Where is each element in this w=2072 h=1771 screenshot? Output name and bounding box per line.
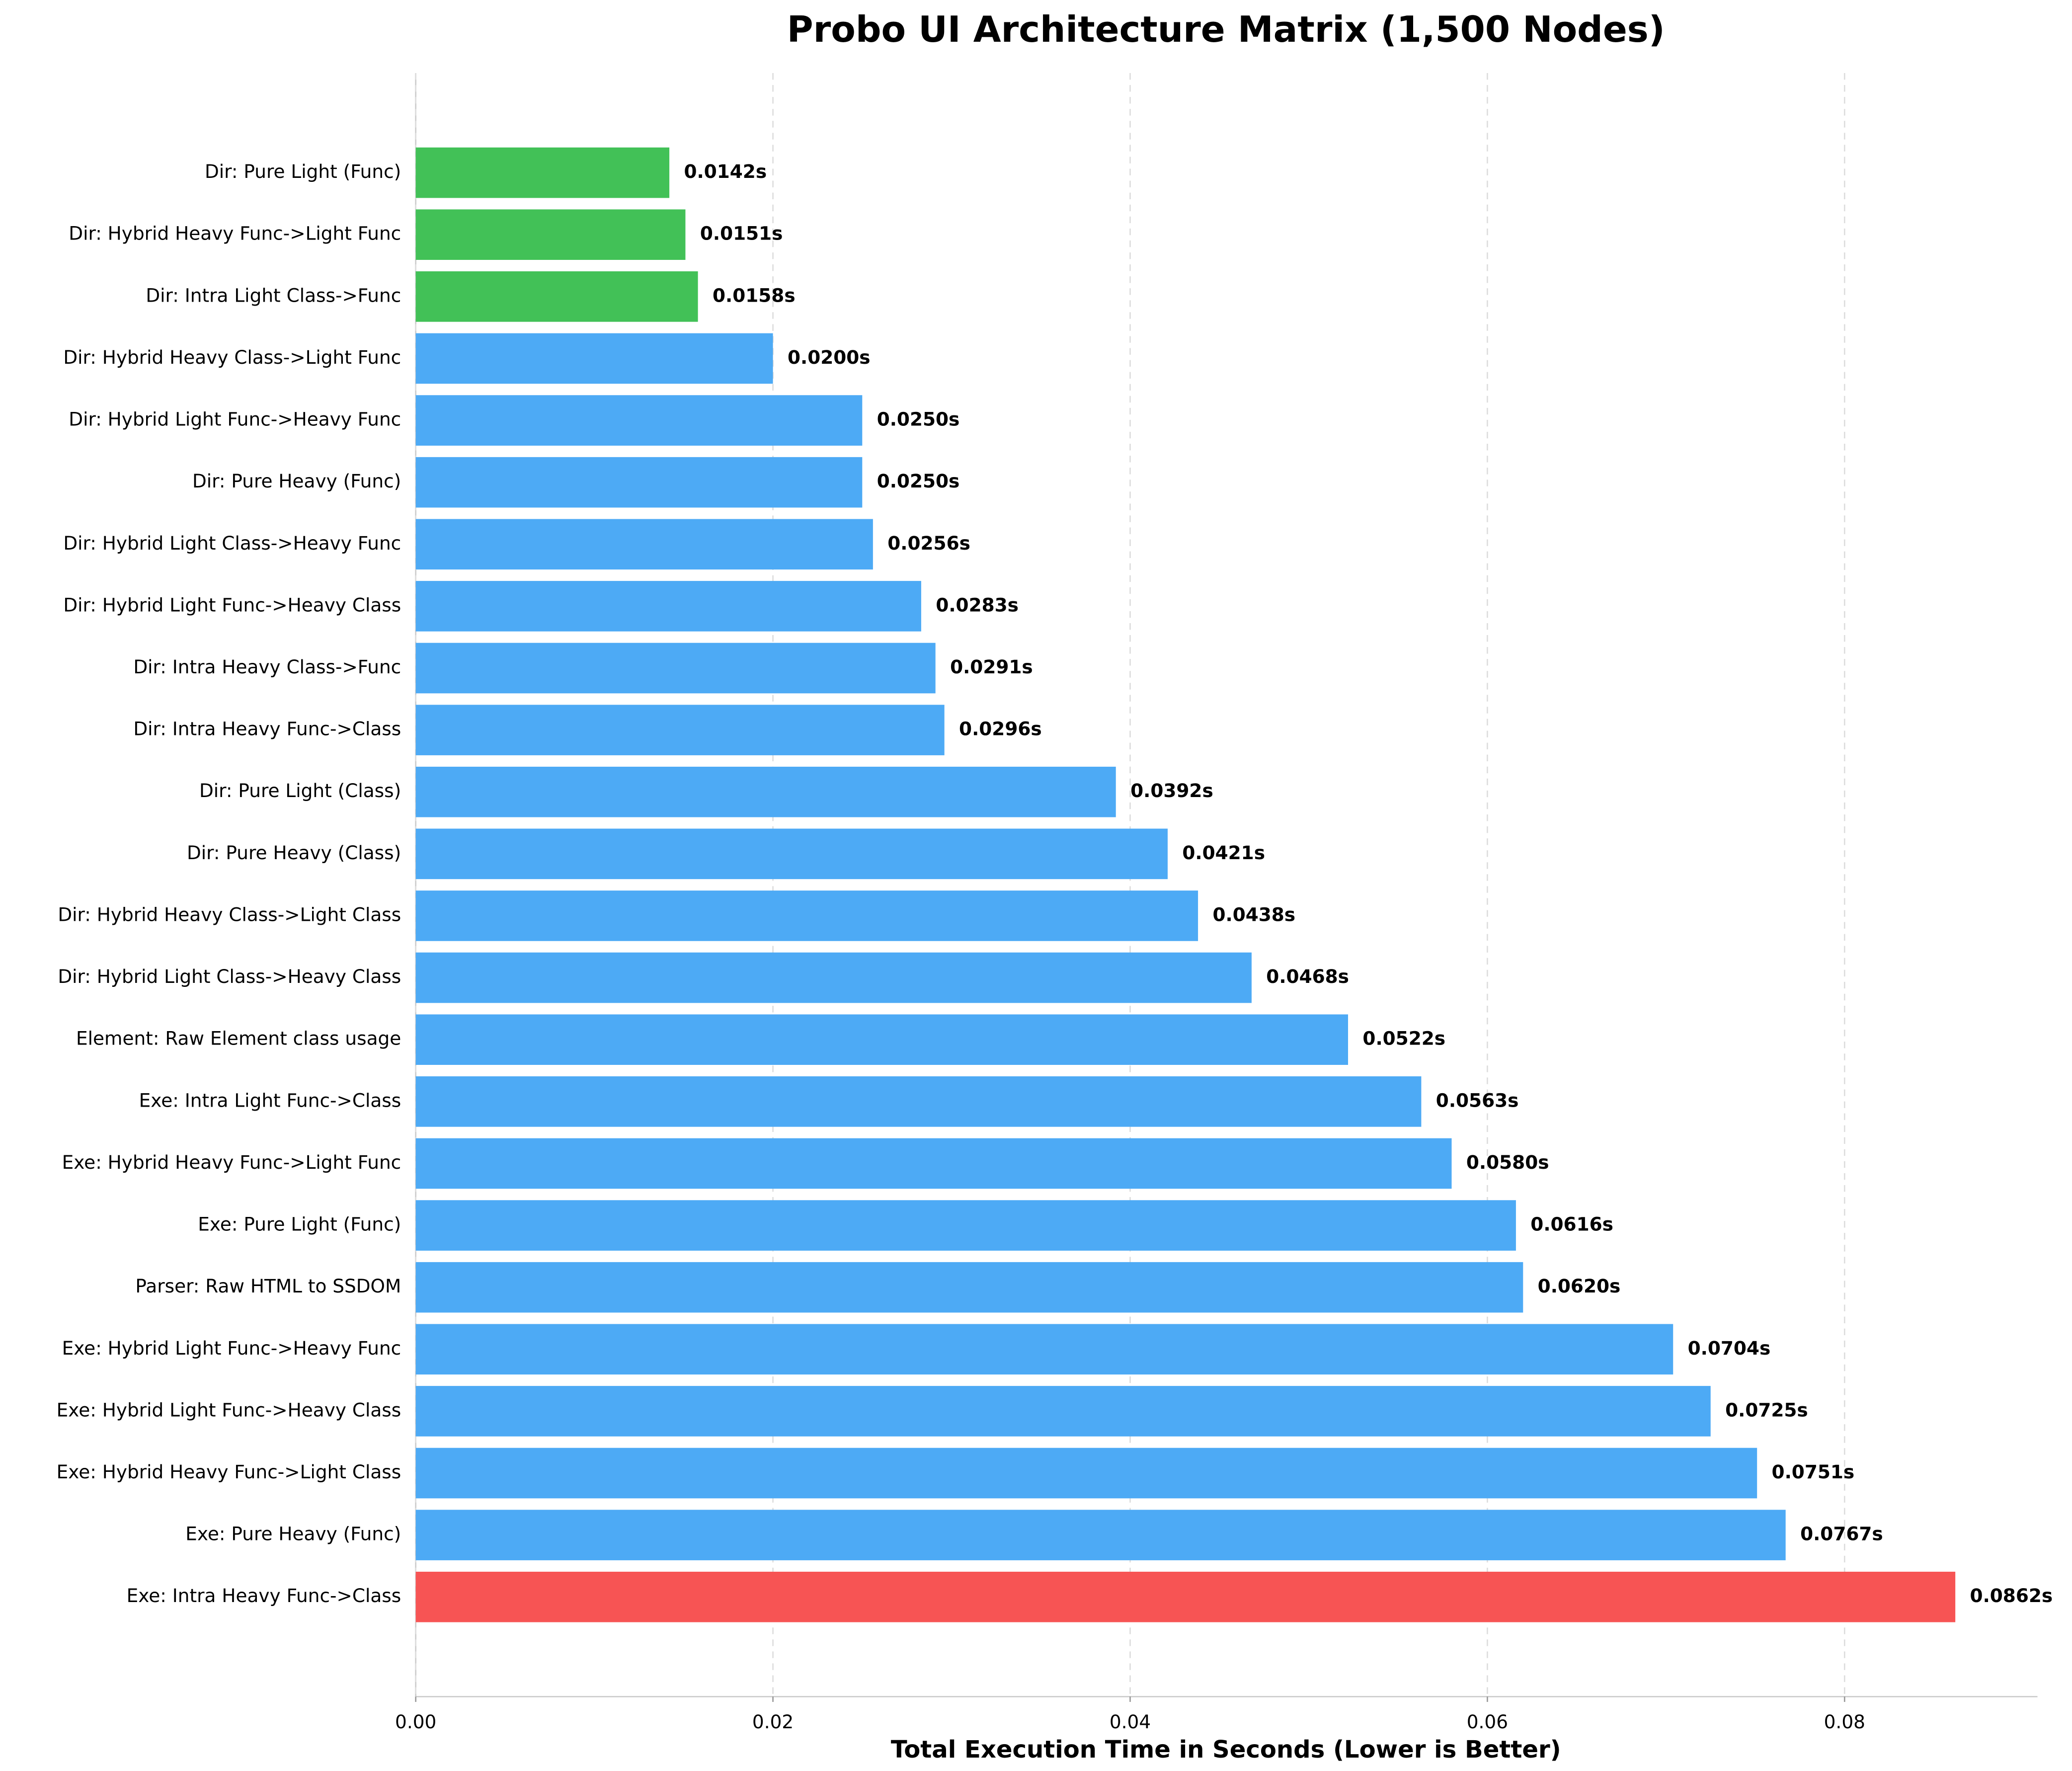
bar [415,1200,1516,1251]
y-tick-label: Dir: Intra Light Class->Func [146,284,401,306]
bar [415,147,670,198]
y-tick-label: Dir: Pure Heavy (Class) [187,842,401,864]
bar [415,952,1252,1003]
y-tick-label: Exe: Intra Heavy Func->Class [127,1585,401,1607]
value-label: 0.0563s [1436,1089,1519,1111]
value-label: 0.0142s [684,161,767,182]
y-tick-label: Parser: Raw HTML to SSDOM [135,1275,401,1297]
value-label: 0.0438s [1212,903,1295,925]
value-label: 0.0421s [1182,842,1265,864]
y-tick-label: Element: Raw Element class usage [76,1028,401,1049]
bar [415,705,945,755]
bar [415,519,873,570]
value-label: 0.0200s [788,346,871,368]
y-tick-label: Exe: Hybrid Light Func->Heavy Class [57,1399,401,1421]
y-tick-label: Dir: Hybrid Light Class->Heavy Class [58,966,401,987]
x-tick-label: 0.08 [1824,1711,1865,1733]
x-tick-label: 0.06 [1467,1711,1508,1733]
value-label: 0.0725s [1725,1399,1808,1421]
bar [415,643,936,694]
bar [415,766,1116,817]
y-tick-label: Dir: Pure Heavy (Func) [192,470,401,492]
value-label: 0.0296s [959,718,1042,740]
bar [415,1014,1349,1065]
value-label: 0.0862s [1970,1585,2053,1607]
bar [415,828,1168,880]
bar [415,1510,1786,1560]
y-tick-label: Exe: Pure Heavy (Func) [185,1523,401,1545]
y-tick-label: Dir: Intra Heavy Class->Func [133,656,401,678]
y-tick-label: Exe: Intra Light Func->Class [139,1089,401,1111]
y-tick-label: Exe: Hybrid Heavy Func->Light Func [62,1151,401,1173]
value-label: 0.0291s [950,656,1033,678]
y-tick-label: Dir: Pure Light (Class) [199,780,401,802]
y-tick-label: Dir: Hybrid Light Class->Heavy Func [63,532,401,554]
y-tick-label: Dir: Hybrid Heavy Func->Light Func [69,223,401,244]
x-tick-label: 0.04 [1110,1711,1151,1733]
value-label: 0.0283s [936,594,1019,616]
value-label: 0.0616s [1530,1213,1613,1235]
bar [415,581,921,632]
y-tick-label: Dir: Intra Heavy Func->Class [133,718,401,740]
bar [415,209,686,260]
bar [415,1448,1757,1499]
value-label: 0.0392s [1130,780,1213,802]
bar [415,457,863,508]
bar [415,890,1198,941]
value-label: 0.0151s [700,223,783,244]
y-tick-label: Dir: Hybrid Light Func->Heavy Func [69,408,401,430]
y-tick-label: Exe: Pure Light (Func) [198,1213,401,1235]
value-label: 0.0767s [1800,1523,1883,1545]
bar [415,395,863,446]
bar [415,1262,1523,1313]
bar [415,1138,1452,1189]
value-label: 0.0256s [887,532,970,554]
y-tick-label: Dir: Hybrid Heavy Class->Light Class [58,903,401,925]
y-tick-label: Dir: Hybrid Heavy Class->Light Func [63,346,401,368]
y-tick-label: Exe: Hybrid Heavy Func->Light Class [57,1461,401,1483]
value-label: 0.0704s [1688,1337,1771,1359]
x-tick-label: 0.02 [752,1711,794,1733]
value-label: 0.0522s [1362,1028,1445,1049]
value-label: 0.0468s [1266,966,1349,987]
bar [415,333,773,384]
bar [415,1324,1674,1375]
value-label: 0.0158s [713,284,796,306]
value-label: 0.0620s [1538,1275,1621,1297]
y-tick-label: Dir: Pure Light (Func) [205,161,401,182]
chart-title: Probo UI Architecture Matrix (1,500 Node… [787,9,1665,51]
x-axis-label: Total Execution Time in Seconds (Lower i… [891,1736,1561,1764]
bar [415,1386,1711,1437]
bar [415,1571,1956,1622]
y-tick-label: Dir: Hybrid Light Func->Heavy Class [63,594,401,616]
y-tick-label: Exe: Hybrid Light Func->Heavy Func [62,1337,401,1359]
value-label: 0.0250s [877,470,960,492]
bar [415,271,698,322]
value-label: 0.0580s [1466,1151,1549,1173]
x-tick-label: 0.00 [395,1711,436,1733]
value-label: 0.0751s [1772,1461,1855,1483]
value-label: 0.0250s [877,408,960,430]
bar [415,1076,1422,1127]
